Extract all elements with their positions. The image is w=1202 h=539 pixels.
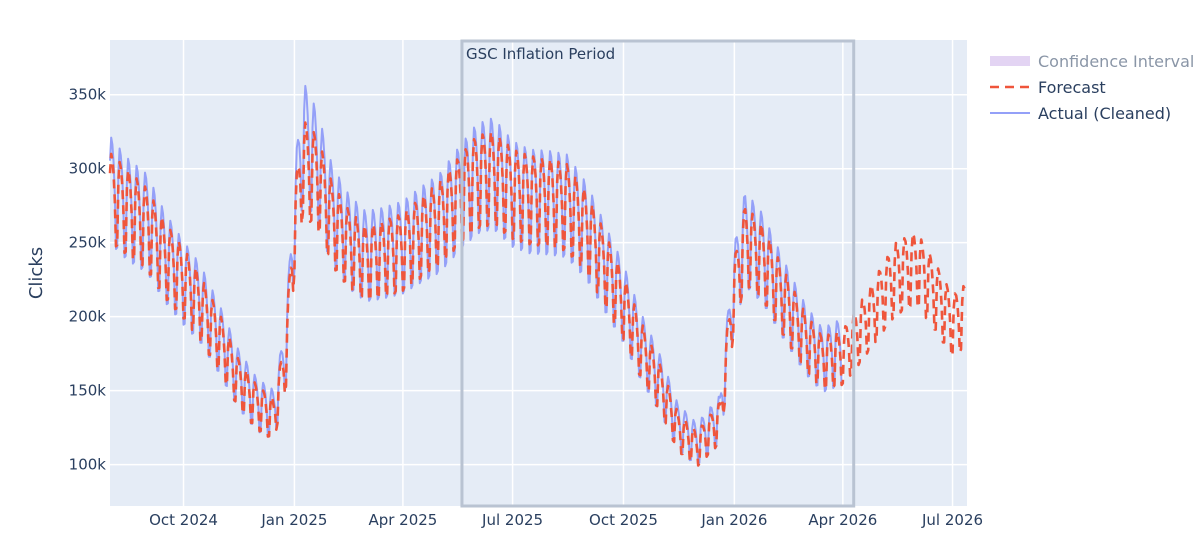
x-tick-label: Apr 2025 — [368, 511, 437, 529]
series-layer — [108, 84, 966, 467]
series-line-actual — [109, 84, 843, 466]
legend-item-2[interactable]: Actual (Cleaned) — [990, 104, 1171, 123]
y-axis-title: Clicks — [26, 247, 47, 299]
y-tick-label: 300k — [69, 160, 107, 178]
inflation-period-box — [460, 39, 856, 508]
legend-label: Actual (Cleaned) — [1038, 104, 1171, 123]
x-tick-label: Apr 2026 — [808, 511, 877, 529]
y-tick-label: 150k — [69, 382, 107, 400]
x-tick-label: Oct 2025 — [589, 511, 658, 529]
x-tick-label: Jul 2025 — [481, 511, 543, 529]
legend-item-1[interactable]: Forecast — [990, 78, 1106, 97]
inflation-period-annotation: GSC Inflation Period — [466, 45, 615, 63]
y-tick-label: 350k — [69, 86, 107, 104]
legend-label: Forecast — [1038, 78, 1106, 97]
legend-item-0[interactable]: Confidence Interval — [990, 52, 1194, 71]
plot-area — [110, 40, 967, 506]
y-tick-label: 200k — [69, 308, 107, 326]
x-tick-label: Jan 2026 — [700, 511, 767, 529]
x-tick-labels: Oct 2024 Jan 2025 Apr 2025 Jul 2025 Oct 2025… — [149, 511, 983, 529]
legend[interactable]: Confidence Interval Forecast Actual (Clean… — [990, 52, 1194, 123]
x-tick-label: Jul 2026 — [921, 511, 983, 529]
y-tick-label: 100k — [69, 456, 107, 474]
x-tick-label: Jan 2025 — [260, 511, 327, 529]
x-tick-label: Oct 2024 — [149, 511, 218, 529]
legend-label: Confidence Interval — [1038, 52, 1194, 71]
y-tick-label: 250k — [69, 234, 107, 252]
y-tick-labels: 100k 150k 200k 250k 300k 350k — [69, 86, 107, 474]
legend-swatch — [990, 56, 1030, 66]
